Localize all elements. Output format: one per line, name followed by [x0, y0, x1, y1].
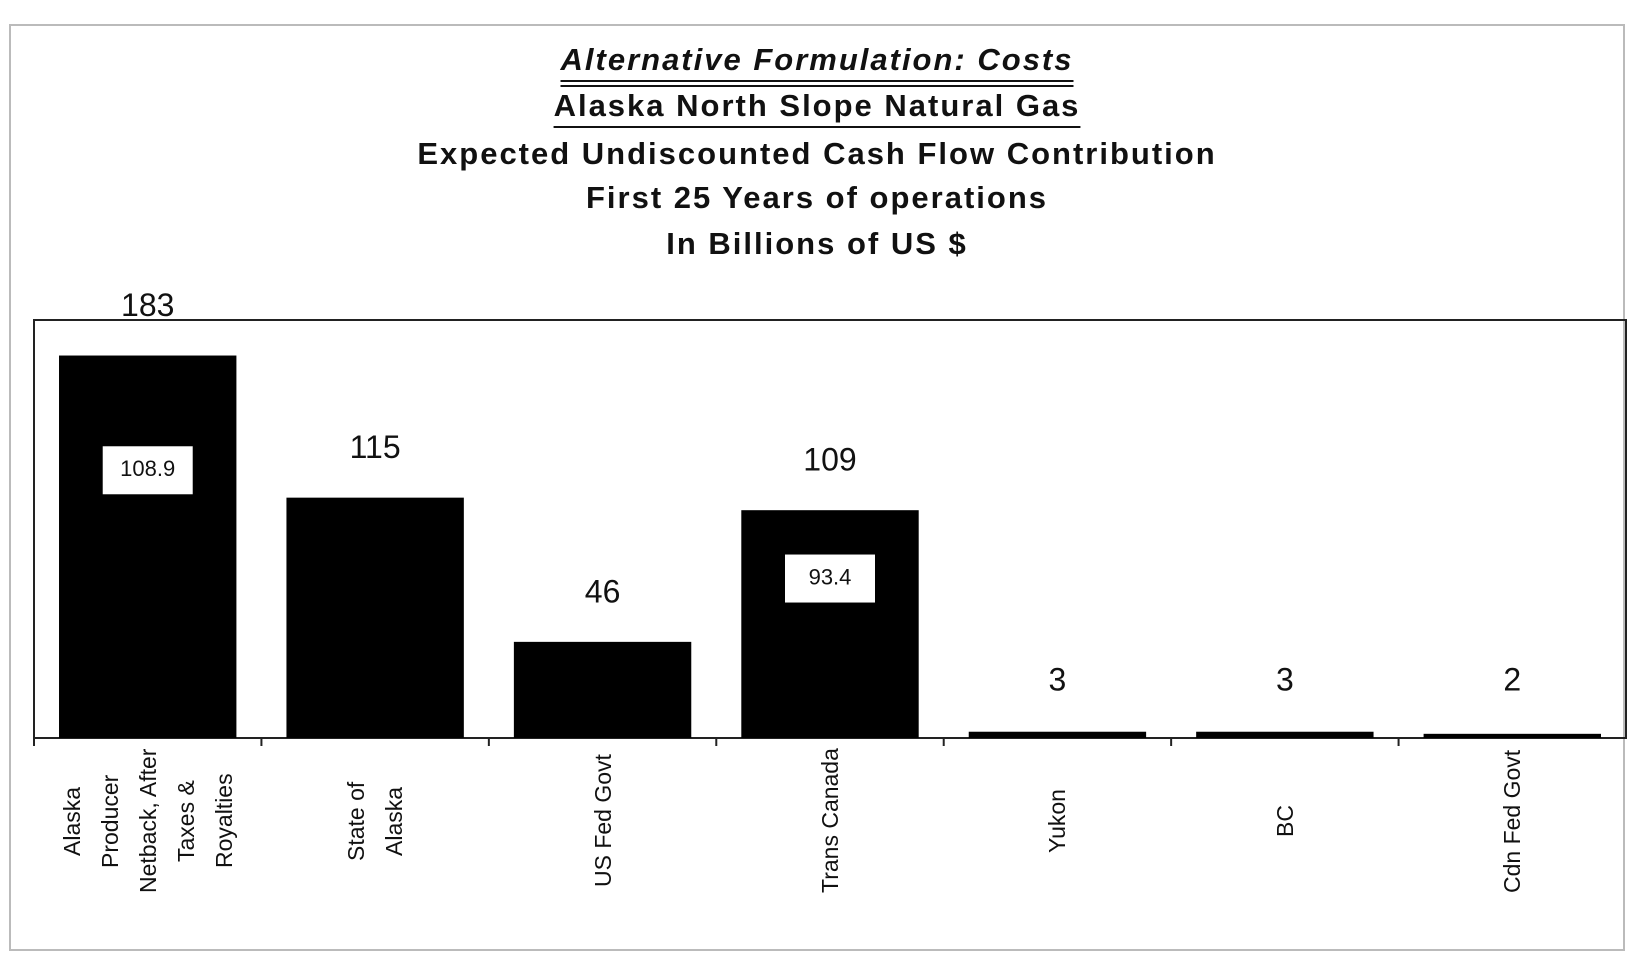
- inner-label-box: [785, 554, 875, 603]
- bar: [1423, 733, 1601, 738]
- bar: [741, 510, 919, 738]
- x-tick-label: Yukon: [1044, 789, 1071, 853]
- bar: [968, 731, 1147, 738]
- data-label: 109: [803, 442, 856, 478]
- inner-label-box: [102, 446, 193, 495]
- data-label: 115: [350, 429, 401, 465]
- inner-label: 108.9: [120, 456, 175, 481]
- bar: [513, 641, 692, 738]
- data-label: 183: [121, 287, 174, 323]
- data-label: 46: [585, 573, 621, 609]
- data-label: 2: [1503, 661, 1521, 697]
- data-label: 3: [1276, 661, 1294, 697]
- x-tick-label: Cdn Fed Govt: [1499, 749, 1526, 893]
- title-line: Alaska North Slope Natural Gas: [554, 88, 1081, 123]
- data-label: 3: [1049, 661, 1067, 697]
- x-tick-label: US Fed Govt: [589, 754, 616, 888]
- title-line: In Billions of US $: [666, 226, 968, 261]
- x-tick-label: Alaska Producer Netback, After Taxes & R…: [58, 748, 237, 894]
- title-line: Alternative Formulation: Costs: [560, 42, 1074, 77]
- x-tick-label: Trans Canada: [817, 748, 843, 894]
- x-tick-label: BC: [1271, 805, 1298, 837]
- bar: [1196, 731, 1374, 738]
- page-frame: [9, 24, 1625, 951]
- bar: [286, 497, 464, 738]
- title-line: First 25 Years of operations: [586, 180, 1048, 215]
- title-line: Expected Undiscounted Cash Flow Contribu…: [417, 136, 1216, 171]
- bar: [59, 355, 237, 738]
- inner-label: 93.4: [809, 564, 852, 589]
- x-tick-label: State of Alaska: [343, 781, 408, 861]
